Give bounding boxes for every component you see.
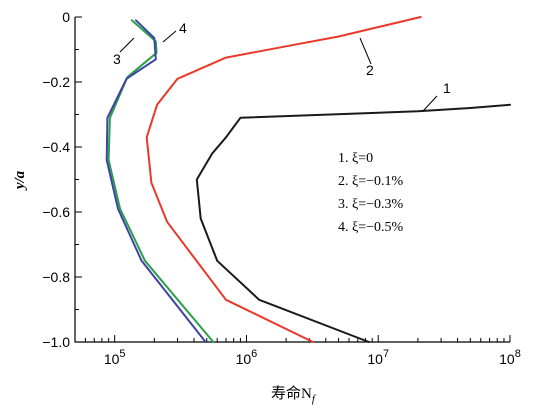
legend-item-3: 3. ξ=−0.3% bbox=[338, 197, 404, 212]
series-line-4 bbox=[105, 19, 207, 343]
callout-leader-1 bbox=[422, 95, 438, 112]
axes: 0 −0.2 −0.4 −0.6 −0.8 −1.0 105 106 107 108 bbox=[42, 9, 520, 367]
x-tick-label: 105 bbox=[104, 348, 126, 367]
callout-leader-2 bbox=[359, 37, 372, 65]
x-tick-label: 107 bbox=[367, 348, 389, 367]
axis-titles: 寿命Nf y/a bbox=[12, 170, 317, 405]
callout-label-3: 3 bbox=[113, 51, 121, 67]
x-tick-label: 108 bbox=[499, 348, 521, 367]
series-line-3 bbox=[107, 19, 215, 343]
y-tick-label: −1.0 bbox=[42, 334, 70, 350]
callout-label-1: 1 bbox=[443, 80, 451, 96]
y-tick-label: −0.8 bbox=[42, 269, 70, 285]
x-tick-label: 106 bbox=[236, 348, 258, 367]
x-axis-title: 寿命Nf bbox=[271, 384, 317, 405]
y-axis-title: y/a bbox=[12, 170, 28, 191]
series-layer bbox=[105, 16, 511, 343]
y-tick-label: −0.6 bbox=[42, 204, 70, 220]
legend: 1. ξ=0 2. ξ=−0.1% 3. ξ=−0.3% 4. ξ=−0.5% bbox=[338, 151, 404, 235]
callout-leader-3 bbox=[119, 37, 135, 53]
legend-item-4: 4. ξ=−0.5% bbox=[338, 220, 404, 235]
series-line-1 bbox=[195, 103, 511, 343]
callout-label-2: 2 bbox=[366, 62, 374, 78]
y-tick-label: 0 bbox=[62, 9, 70, 25]
callout-label-4: 4 bbox=[179, 20, 187, 36]
y-tick-label: −0.4 bbox=[42, 139, 70, 155]
series-line-2 bbox=[145, 16, 422, 343]
y-tick-label: −0.2 bbox=[42, 74, 70, 90]
callout-leader-4 bbox=[162, 30, 177, 43]
callout-layer: 1 2 3 4 bbox=[113, 20, 451, 112]
legend-item-1: 1. ξ=0 bbox=[338, 151, 373, 166]
legend-item-2: 2. ξ=−0.1% bbox=[338, 174, 404, 189]
